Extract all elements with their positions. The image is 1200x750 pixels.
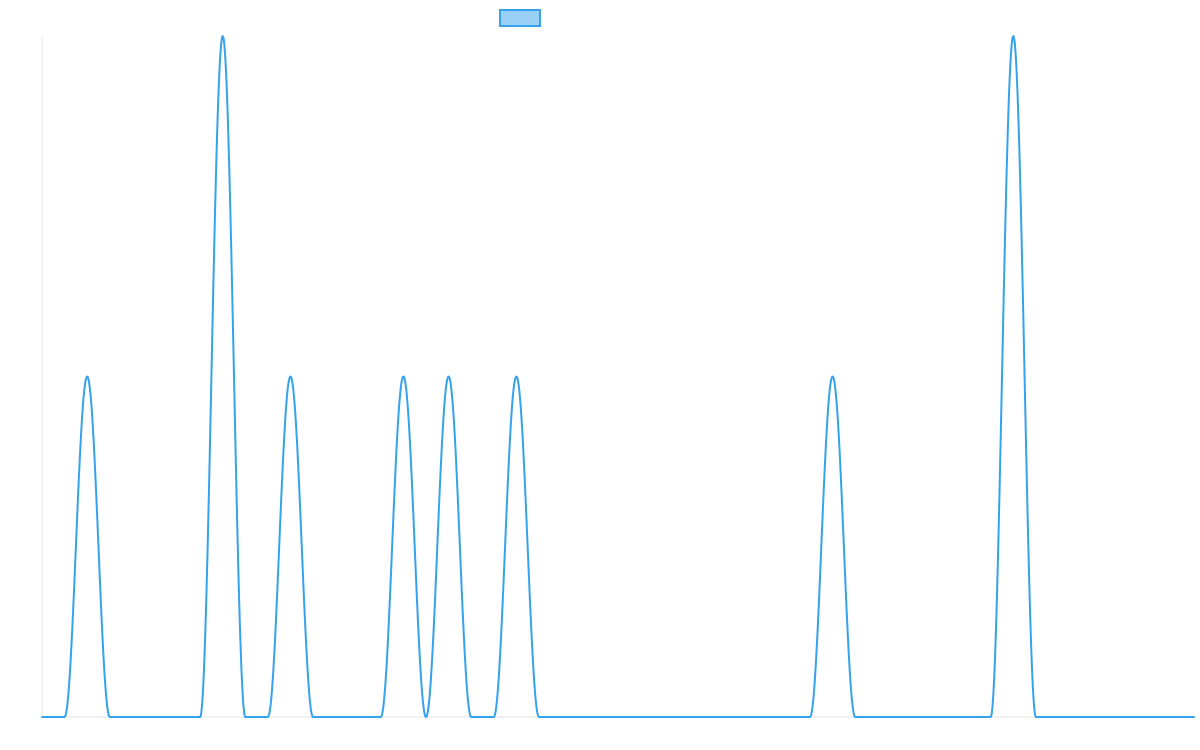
series-group: [41, 35, 1195, 718]
series-line: [41, 35, 1195, 718]
legend-swatch[interactable]: [499, 9, 541, 27]
legend[interactable]: [499, 9, 541, 27]
